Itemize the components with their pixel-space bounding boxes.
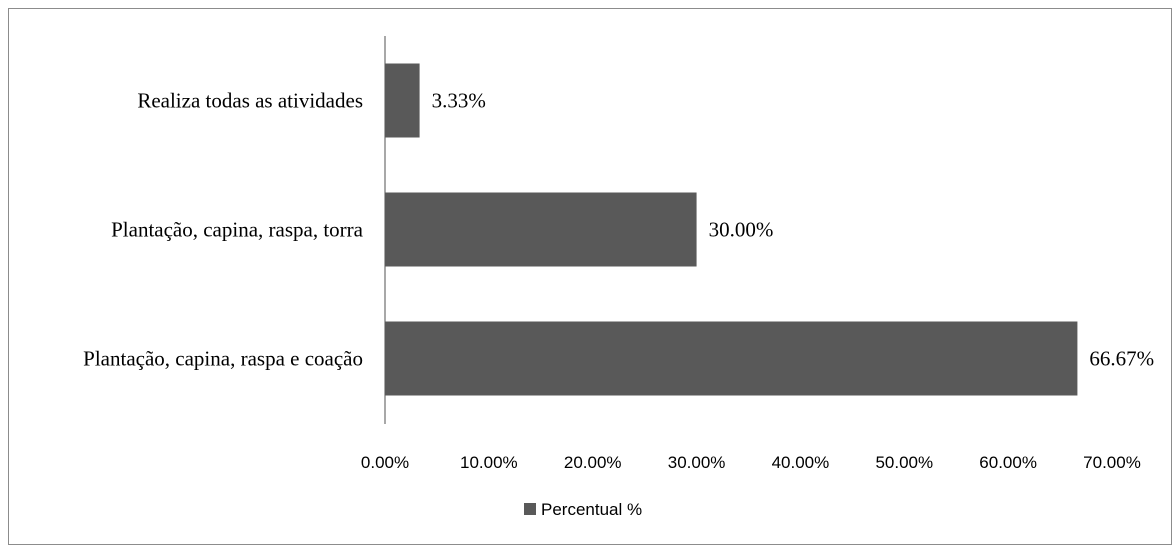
data-label: 66.67% [1089,347,1154,371]
category-labels-group: Realiza todas as atividades Plantação, ca… [83,89,364,371]
category-label: Realiza todas as atividades [137,89,363,113]
x-tick-label: 0.00% [361,453,409,472]
category-label: Plantação, capina, raspa e coação [83,347,363,371]
bar [385,192,697,267]
chart-frame [8,8,1172,545]
x-tick-label: 70.00% [1083,453,1141,472]
data-label: 30.00% [709,218,774,242]
x-tick-label: 50.00% [875,453,933,472]
legend-label: Percentual % [541,500,642,519]
legend-swatch [524,503,536,515]
data-labels-group: 3.33% 30.00% 66.67% [432,89,1155,371]
x-tick-labels-group: 0.00% 10.00% 20.00% 30.00% 40.00% 50.00% 60.00… [361,453,1141,472]
x-tick-label: 30.00% [668,453,726,472]
legend: Percentual % [524,500,642,519]
x-tick-label: 10.00% [460,453,518,472]
data-label: 3.33% [432,89,486,113]
bar [385,63,420,138]
category-label: Plantação, capina, raspa, torra [111,218,364,242]
bars-group [385,63,1078,396]
x-tick-label: 60.00% [979,453,1037,472]
bar [385,321,1078,396]
x-tick-label: 40.00% [772,453,830,472]
x-tick-label: 20.00% [564,453,622,472]
